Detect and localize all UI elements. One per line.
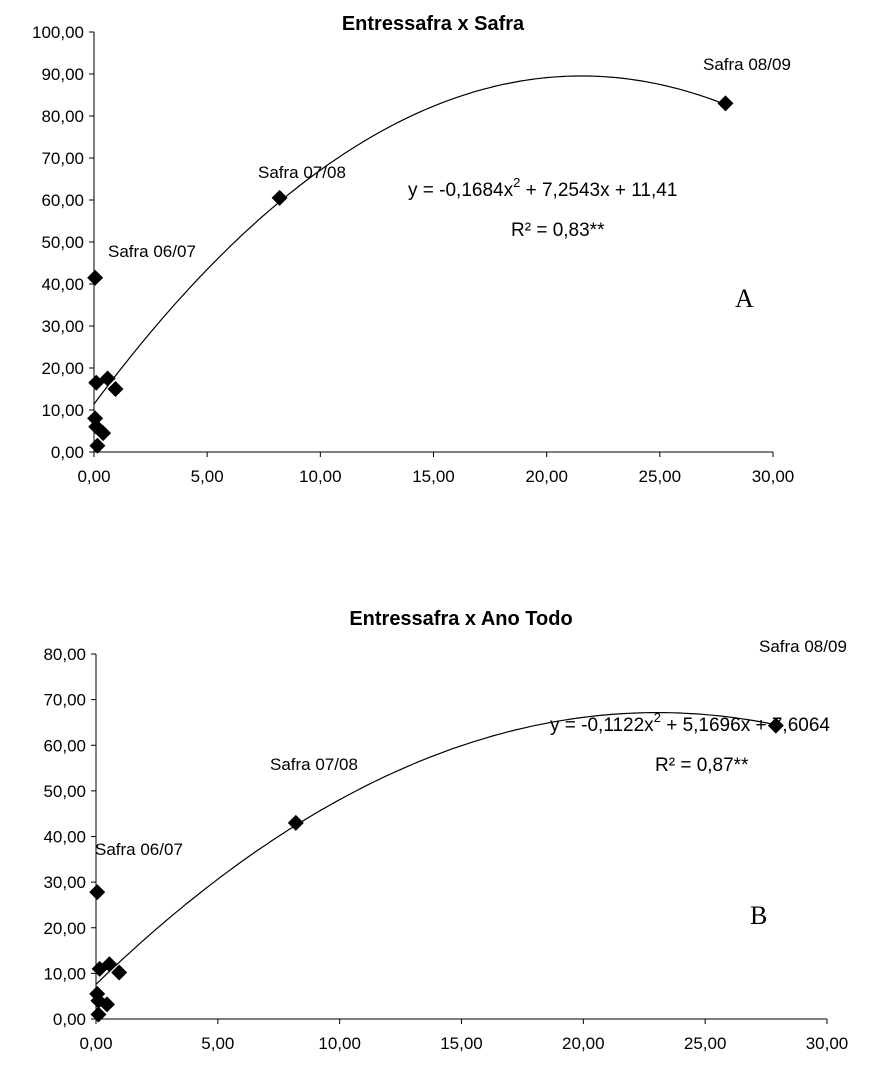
y-tick-label: 40,00	[41, 275, 84, 294]
chart-a-annotation-0607: Safra 06/07	[108, 242, 196, 261]
y-tick-label: 80,00	[43, 645, 86, 664]
chart-b-r-squared: R² = 0,87**	[655, 755, 749, 776]
y-tick-label: 20,00	[41, 359, 84, 378]
x-tick-label: 20,00	[525, 467, 568, 486]
data-point	[101, 956, 118, 973]
chart-a-equation-main: y = -0,1684x	[408, 180, 514, 201]
y-tick-label: 10,00	[43, 964, 86, 983]
x-tick-label: 20,00	[562, 1034, 605, 1053]
data-point	[287, 814, 304, 831]
y-tick-label: 50,00	[43, 782, 86, 801]
chart-a-annotation-0809: Safra 08/09	[703, 55, 791, 74]
x-tick-label: 0,00	[79, 1034, 112, 1053]
x-tick-label: 25,00	[639, 467, 682, 486]
chart-a-r-squared: R² = 0,83**	[511, 220, 605, 241]
x-tick-label: 5,00	[191, 467, 224, 486]
chart-b-equation-main: y = -0,1122x	[550, 715, 654, 736]
data-point	[89, 437, 106, 454]
chart-b-equation-rest: + 5,1696x + 7,6064	[661, 715, 830, 736]
data-point	[98, 996, 115, 1013]
chart-b-annotation-0607: Safra 06/07	[95, 840, 183, 859]
y-tick-label: 10,00	[41, 401, 84, 420]
chart-a: Entressafra x Safra 0,0010,0020,0030,004…	[32, 13, 794, 486]
data-point	[95, 425, 112, 442]
chart-b-panel-label: B	[750, 901, 767, 930]
data-point	[107, 381, 124, 397]
y-tick-label: 0,00	[51, 443, 84, 462]
chart-a-equation-exponent: 2	[513, 175, 520, 190]
x-tick-label: 30,00	[752, 467, 795, 486]
y-tick-label: 20,00	[43, 919, 86, 938]
x-tick-label: 25,00	[684, 1034, 727, 1053]
y-tick-label: 80,00	[41, 107, 84, 126]
chart-a-axes: 0,0010,0020,0030,0040,0050,0060,0070,008…	[32, 23, 794, 486]
data-point	[89, 884, 106, 901]
x-tick-label: 15,00	[440, 1034, 483, 1053]
chart-b-equation: y = -0,1122x2 + 5,1696x + 7,6064	[550, 710, 830, 736]
chart-b: Entressafra x Ano Todo 0,0010,0020,0030,…	[43, 608, 848, 1053]
y-tick-label: 100,00	[32, 23, 84, 42]
x-tick-label: 15,00	[412, 467, 455, 486]
y-tick-label: 30,00	[41, 317, 84, 336]
y-tick-label: 0,00	[53, 1010, 86, 1029]
y-tick-label: 70,00	[41, 149, 84, 168]
x-tick-label: 5,00	[201, 1034, 234, 1053]
data-point	[271, 189, 288, 206]
x-tick-label: 10,00	[299, 467, 342, 486]
y-tick-label: 30,00	[43, 873, 86, 892]
chart-b-equation-exponent: 2	[654, 710, 661, 725]
chart-a-equation: y = -0,1684x2 + 7,2543x + 11,41	[408, 175, 677, 201]
x-tick-label: 30,00	[806, 1034, 849, 1053]
data-point	[717, 95, 734, 112]
y-tick-label: 90,00	[41, 65, 84, 84]
data-point	[90, 1006, 107, 1023]
chart-b-trendline	[95, 712, 776, 985]
y-tick-label: 40,00	[43, 828, 86, 847]
chart-a-title: Entressafra x Safra	[342, 13, 525, 35]
x-tick-label: 0,00	[77, 467, 110, 486]
chart-b-annotation-0708: Safra 07/08	[270, 755, 358, 774]
chart-a-annotation-0708: Safra 07/08	[258, 163, 346, 182]
x-tick-label: 10,00	[318, 1034, 361, 1053]
chart-a-panel-label: A	[735, 284, 754, 313]
chart-b-axes: 0,0010,0020,0030,0040,0050,0060,0070,008…	[43, 645, 848, 1053]
data-point	[767, 717, 784, 734]
chart-a-points	[87, 95, 734, 454]
y-tick-label: 70,00	[43, 691, 86, 710]
chart-a-trendline	[93, 75, 726, 405]
chart-b-annotation-0809: Safra 08/09	[759, 637, 847, 656]
y-tick-label: 50,00	[41, 233, 84, 252]
chart-b-title: Entressafra x Ano Todo	[349, 608, 572, 630]
y-tick-label: 60,00	[41, 191, 84, 210]
data-point	[111, 964, 128, 981]
chart-a-equation-rest: + 7,2543x + 11,41	[520, 180, 677, 201]
data-point	[87, 269, 104, 286]
data-point	[99, 370, 116, 387]
chart-b-points	[89, 717, 784, 1023]
y-tick-label: 60,00	[43, 736, 86, 755]
